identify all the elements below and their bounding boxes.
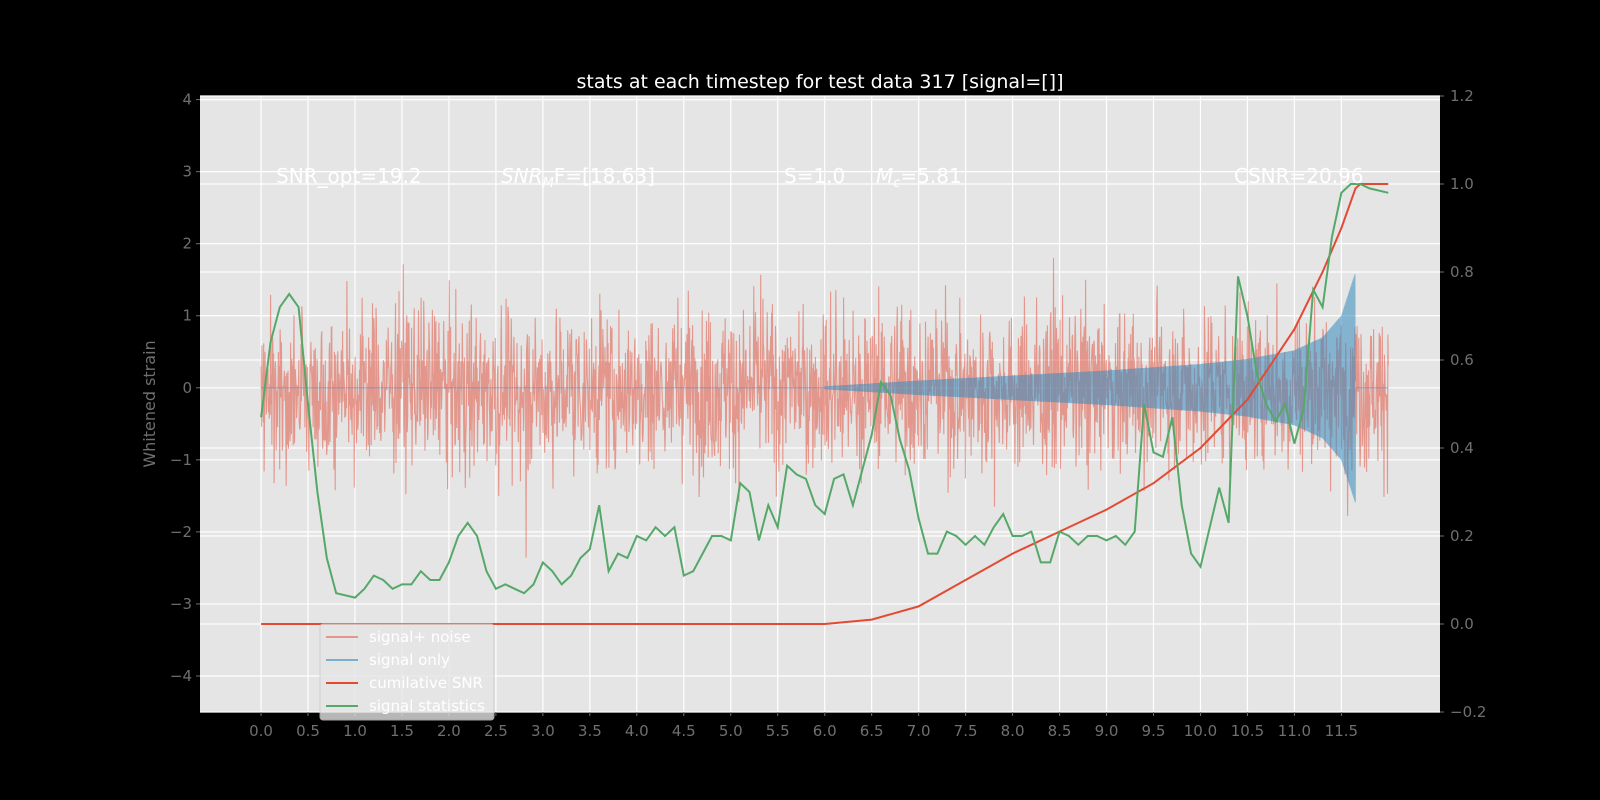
annotation-s-value: S=1.0 — [784, 164, 845, 188]
y2-tick-label: 0.0 — [1450, 615, 1474, 633]
legend-label-signal-noise: signal+ noise — [369, 628, 471, 646]
x-tick-label: 6.5 — [860, 722, 884, 740]
legend-label-cumulative-snr: cumilative SNR — [369, 674, 483, 692]
x-tick-label: 2.5 — [484, 722, 508, 740]
y-tick-label: −4 — [170, 667, 192, 685]
x-tick-label: 4.0 — [625, 722, 649, 740]
signal-only-trace — [261, 274, 1389, 503]
annotation-mc-suffix: =5.81 — [900, 164, 961, 188]
chart-title: stats at each timestep for test data 317… — [576, 71, 1063, 93]
x-tick-label: 9.0 — [1095, 722, 1119, 740]
x-tick-label: 8.5 — [1048, 722, 1072, 740]
x-tick-label: 0.5 — [296, 722, 320, 740]
legend-label-signal-only: signal only — [369, 651, 450, 669]
x-tick-label: 10.5 — [1231, 722, 1264, 740]
x-tick-label: 2.0 — [437, 722, 461, 740]
x-tick-label: 11.5 — [1325, 722, 1358, 740]
annotation-csnr: CSNR=20.96 — [1234, 164, 1364, 188]
annotation-snr-mf-sub: M — [543, 176, 554, 191]
x-axis-ticks: 0.0 0.5 1.0 1.5 2.0 2.5 3.0 3.5 4.0 4.5 5.0 5.5 6.0 6… — [249, 712, 1358, 740]
x-tick-label: 1.0 — [343, 722, 367, 740]
x-tick-label: 9.5 — [1142, 722, 1166, 740]
series-signal-only — [261, 274, 1389, 503]
y2-tick-label: 0.4 — [1450, 439, 1474, 457]
x-tick-label: 7.0 — [907, 722, 931, 740]
annotation-mc-prefix: M — [876, 164, 893, 188]
annotation-mc: Mc=5.81 — [876, 164, 962, 191]
y-tick-label: 1 — [182, 307, 192, 325]
x-tick-label: 6.0 — [813, 722, 837, 740]
y2-tick-label: 0.6 — [1450, 351, 1474, 369]
y2-tick-label: 1.2 — [1450, 87, 1474, 105]
y-tick-label: 3 — [182, 163, 192, 181]
y-tick-label: 0 — [182, 379, 192, 397]
y-tick-label: 2 — [182, 235, 192, 253]
annotation-snr-opt: SNR_opt=19.2 — [276, 164, 422, 188]
x-tick-label: 8.0 — [1001, 722, 1025, 740]
y-tick-label: −1 — [170, 451, 192, 469]
y-tick-label: −2 — [170, 523, 192, 541]
y-tick-label: 4 — [182, 91, 192, 109]
legend: signal+ noise signal only cumilative SNR… — [319, 623, 495, 721]
x-tick-label: 11.0 — [1278, 722, 1311, 740]
annotation-mc-sub: c — [893, 176, 900, 191]
y2-tick-label: 0.2 — [1450, 527, 1474, 545]
signal-statistics-line — [260, 183, 1389, 599]
y2-tick-label: 0.8 — [1450, 263, 1474, 281]
x-tick-label: 5.5 — [766, 722, 790, 740]
x-tick-label: 4.5 — [672, 722, 696, 740]
y2-axis-ticks: 1.2 1.0 0.8 0.6 0.4 0.2 0.0 −0.2 — [1440, 87, 1486, 721]
y-tick-label: −3 — [170, 595, 192, 613]
x-tick-label: 0.0 — [249, 722, 273, 740]
y2-tick-label: −0.2 — [1450, 703, 1486, 721]
x-tick-label: 5.0 — [719, 722, 743, 740]
annotations: SNR_opt=19.2 SNRMF=[18.63] S=1.0 Mc=5.81… — [276, 164, 1364, 191]
x-tick-label: 3.0 — [531, 722, 555, 740]
x-tick-label: 10.0 — [1184, 722, 1217, 740]
annotation-snr-mf-prefix: SNR — [501, 164, 543, 188]
legend-box — [319, 623, 495, 721]
right-axis-series — [260, 183, 1389, 625]
x-tick-label: 7.5 — [954, 722, 978, 740]
annotation-snr-mf-suffix: F=[18.63] — [554, 164, 655, 188]
annotation-snr-mf: SNRMF=[18.63] — [501, 164, 655, 191]
y-axis-ticks: 4 3 2 1 0 −1 −2 −3 −4 — [170, 91, 200, 685]
x-tick-label: 3.5 — [578, 722, 602, 740]
cumulative-snr-line — [261, 183, 1389, 625]
y2-tick-label: 1.0 — [1450, 175, 1474, 193]
y-axis-label: Whitened strain — [140, 340, 159, 467]
x-tick-label: 1.5 — [390, 722, 414, 740]
legend-label-signal-statistics: signal statistics — [369, 697, 485, 715]
